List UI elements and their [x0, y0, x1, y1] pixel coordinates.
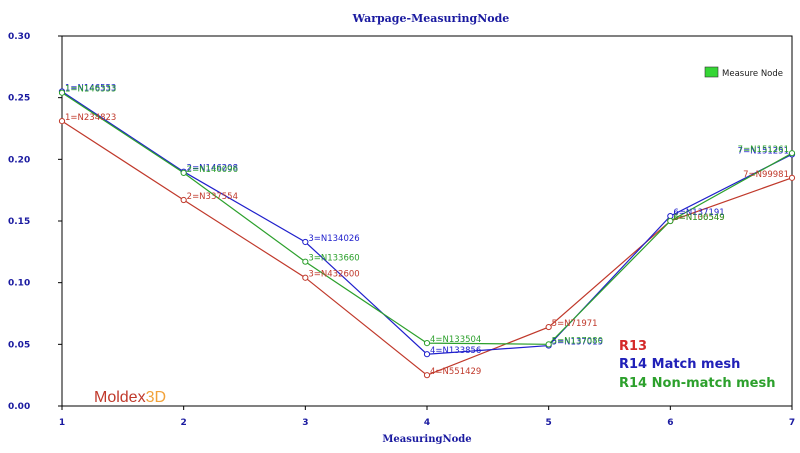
point-label: 1=N146553	[65, 84, 116, 94]
series-line-0	[61, 120, 793, 376]
data-point	[302, 258, 309, 265]
x-axis: 1 2 3 4 5 6 7	[59, 406, 795, 428]
svg-text:Moldex3D: Moldex3D	[94, 389, 166, 406]
data-point	[180, 169, 187, 176]
data-point	[423, 351, 431, 358]
point-label: 5=N137015	[552, 338, 603, 348]
x-tick-label: 4	[424, 418, 430, 428]
series-lines	[61, 90, 793, 376]
legend-label: Measure Node	[722, 69, 783, 79]
moldex3d-logo: Moldex3D	[94, 389, 166, 406]
y-tick-label: 0.15	[8, 217, 30, 227]
data-point	[545, 323, 552, 331]
point-label: 2=N146096	[187, 165, 238, 175]
point-label: 5=N71971	[552, 319, 598, 329]
data-point	[423, 372, 431, 379]
data-point	[180, 196, 187, 204]
point-label: 6=N137191	[673, 208, 724, 218]
y-tick-label: 0.05	[8, 340, 30, 350]
point-label: 5=N137080	[552, 336, 603, 346]
data-point	[58, 118, 66, 125]
point-label: 3=N134026	[308, 234, 359, 244]
point-label: 1=N234823	[65, 113, 116, 123]
y-tick-label: 0.00	[8, 402, 30, 412]
x-tick-label: 2	[181, 418, 187, 428]
revision-labels: R13 R14 Match mesh R14 Non-match mesh	[619, 339, 775, 391]
y-tick-label: 0.20	[8, 155, 30, 165]
point-label: 7=N99981	[743, 170, 789, 180]
logo-text: Moldex	[94, 389, 146, 406]
point-label: 6=N100549	[673, 213, 724, 223]
x-tick-label: 6	[667, 418, 673, 428]
point-label: 7=N151261	[738, 145, 789, 155]
x-tick-label: 1	[59, 418, 65, 428]
legend: Measure Node	[704, 66, 783, 79]
data-point	[423, 340, 431, 347]
x-tick-label: 7	[789, 418, 795, 428]
point-label: 1=N146333	[65, 85, 116, 95]
x-axis-label: MeasuringNode	[382, 434, 471, 445]
revision-r14-nonmatch: R14 Non-match mesh	[619, 376, 775, 391]
chart-title: Warpage-MeasuringNode	[352, 12, 510, 25]
point-label: 4=N551429	[430, 367, 481, 377]
y-tick-label: 0.10	[8, 279, 30, 289]
data-point	[302, 238, 309, 246]
data-point	[788, 174, 796, 181]
x-tick-label: 3	[302, 418, 308, 428]
data-point	[58, 89, 66, 96]
data-point	[302, 274, 309, 281]
y-tick-label: 0.25	[8, 94, 30, 104]
data-point	[667, 212, 674, 220]
point-label: 7=N151251	[738, 146, 789, 156]
y-tick-label: 0.30	[8, 32, 30, 42]
data-point	[545, 341, 552, 348]
y-axis: 0.00 0.05 0.10 0.15 0.20 0.25 0.30	[8, 32, 62, 412]
x-tick-label: 5	[546, 418, 552, 428]
point-label: 4=N133856	[430, 346, 481, 356]
point-label: 4=N133504	[430, 335, 481, 345]
data-point	[788, 150, 796, 157]
point-labels: 1=N234823 2=N337554 3=N432600 4=N551429 5=N7…	[65, 84, 789, 378]
point-label: 6=N136549	[673, 213, 724, 223]
point-label: 3=N432600	[308, 270, 359, 280]
legend-swatch	[704, 66, 719, 78]
data-point	[667, 217, 674, 225]
revision-r14-match: R14 Match mesh	[619, 357, 740, 372]
revision-r13: R13	[619, 339, 647, 354]
series-points	[58, 88, 796, 379]
point-label: 2=N146208	[187, 164, 238, 174]
point-label: 3=N133660	[308, 254, 359, 264]
logo-3d: 3D	[146, 389, 166, 406]
point-label: 2=N337554	[187, 192, 238, 202]
